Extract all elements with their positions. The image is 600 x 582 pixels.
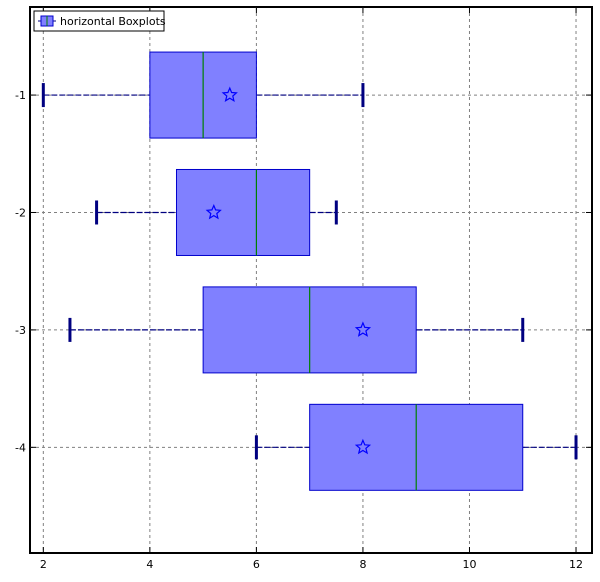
mean-marker — [354, 438, 372, 455]
mean-marker — [354, 321, 372, 337]
y-tick-label: -1 — [15, 89, 26, 102]
x-tick-label: 6 — [253, 558, 260, 571]
x-tick-label: 10 — [462, 558, 476, 571]
y-tick-label: -2 — [15, 206, 26, 219]
y-tick-label: -3 — [15, 324, 26, 337]
x-tick-label: 12 — [569, 558, 583, 571]
legend: horizontal Boxplots — [33, 10, 166, 32]
legend-label: horizontal Boxplots — [60, 15, 166, 28]
box-iqr — [175, 168, 311, 256]
x-tick-label: 2 — [40, 558, 47, 571]
legend-box — [33, 10, 165, 32]
x-tick-label: 8 — [359, 558, 366, 571]
mean-marker — [221, 86, 238, 102]
y-tick-label: -4 — [15, 441, 26, 454]
axes-ticks: 2 4 6 8 10 12 -1 -2 -3 -4 — [15, 7, 592, 571]
x-tick-label: 4 — [146, 558, 153, 571]
boxes — [41, 51, 578, 491]
mean-marker — [205, 203, 222, 220]
